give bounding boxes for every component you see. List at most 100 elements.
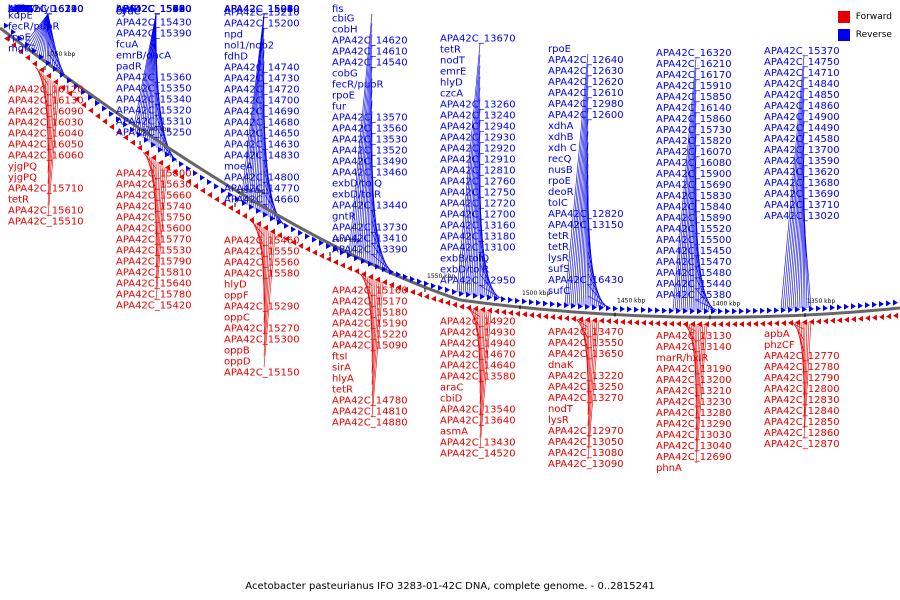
reverse-gene-label: APA42C_14490 bbox=[764, 123, 840, 134]
forward-gene-label: APA42C_15190 bbox=[332, 318, 408, 329]
forward-gene-arrow bbox=[886, 313, 891, 320]
reverse-gene-arrow bbox=[214, 183, 219, 190]
reverse-gene-arrow bbox=[774, 307, 779, 314]
reverse-gene-label: APA42C_14700 bbox=[224, 95, 300, 106]
forward-gene-arrow bbox=[494, 308, 499, 315]
forward-gene-label: APA42C_15170 bbox=[332, 296, 408, 307]
reverse-gene-label: APA42C_13390 bbox=[332, 244, 408, 255]
leader-line bbox=[155, 163, 160, 257]
forward-gene-arrow bbox=[60, 84, 65, 91]
forward-gene-label: hlyA bbox=[332, 373, 354, 384]
reverse-gene-label: APA42C_13700 bbox=[764, 145, 840, 156]
reverse-gene-arrow bbox=[263, 211, 268, 218]
gene-labels: mutSsufDclpPnifUclpXhesBlonhuAPA42C_1674… bbox=[8, 4, 840, 474]
forward-gene-label: APA42C_15780 bbox=[116, 289, 192, 300]
reverse-gene-arrow bbox=[368, 260, 373, 267]
reverse-gene-arrow bbox=[396, 271, 401, 278]
leader-line bbox=[44, 13, 49, 62]
reverse-gene-arrow bbox=[550, 301, 555, 308]
leader-line bbox=[582, 153, 589, 306]
reverse-gene-arrow bbox=[130, 126, 135, 133]
reverse-gene-arrow bbox=[445, 286, 450, 293]
leader-line bbox=[803, 321, 810, 429]
leader-line bbox=[674, 69, 697, 310]
forward-gene-arrow bbox=[424, 293, 429, 300]
forward-gene-arrow bbox=[403, 286, 408, 293]
reverse-gene-label: APA42C_13240 bbox=[440, 111, 516, 122]
reverse-gene-arrow bbox=[543, 300, 548, 307]
reverse-gene-label: APA42C_13710 bbox=[764, 200, 840, 211]
reverse-gene-label: APA42C_15340 bbox=[116, 94, 192, 105]
reverse-gene-arrow bbox=[249, 203, 254, 210]
reverse-gene-label: tetR bbox=[548, 231, 569, 242]
forward-gene-label: APA42C_13130 bbox=[656, 331, 732, 342]
reverse-gene-label: hu bbox=[8, 4, 21, 15]
forward-gene-label: APA42C_13580 bbox=[440, 372, 516, 383]
forward-gene-label: APA42C_15300 bbox=[224, 334, 300, 345]
reverse-gene-arrow bbox=[18, 35, 23, 42]
reverse-gene-label: APA42C_15490 bbox=[116, 4, 192, 15]
reverse-gene-label: APA42C_15720 bbox=[116, 4, 192, 15]
forward-gene-label: APA42C_16060 bbox=[8, 151, 84, 162]
reverse-gene-arrow bbox=[312, 236, 317, 243]
scale-tick-label: 1450 kbp bbox=[617, 298, 645, 305]
leader-line bbox=[695, 324, 708, 464]
leader-line bbox=[371, 278, 374, 363]
leader-line bbox=[138, 13, 157, 136]
reverse-gene-label: cydD bbox=[116, 4, 142, 15]
reverse-gene-label: APA42C_13100 bbox=[440, 243, 516, 254]
reverse-gene-label: APA42C_15730 bbox=[656, 125, 732, 136]
forward-gene-arrow bbox=[158, 159, 163, 166]
forward-gene-arrow bbox=[25, 54, 30, 61]
forward-gene-label: APA42C_12830 bbox=[764, 395, 840, 406]
forward-gene-arrow bbox=[711, 321, 716, 328]
reverse-gene-label: APA42C_15520 bbox=[656, 224, 732, 235]
leader-line bbox=[47, 85, 58, 206]
reverse-gene-arrow bbox=[95, 100, 100, 107]
forward-gene-label: APA42C_16130 bbox=[8, 96, 84, 107]
reverse-gene-label: fecR/pupR bbox=[8, 22, 60, 33]
reverse-gene-arrow bbox=[165, 151, 170, 158]
reverse-gene-arrow bbox=[557, 301, 562, 308]
forward-gene-arrow bbox=[130, 139, 135, 146]
reverse-gene-label: nodT bbox=[440, 56, 466, 67]
leader-line bbox=[479, 310, 492, 449]
leader-line bbox=[474, 142, 481, 295]
forward-gene-arrow bbox=[858, 315, 863, 322]
leader-line bbox=[371, 280, 378, 385]
forward-gene-label: sirA bbox=[332, 362, 351, 373]
leader-line bbox=[240, 13, 265, 202]
forward-gene-label: APA42C_15800 bbox=[116, 168, 192, 179]
leader-line bbox=[46, 76, 49, 151]
reverse-gene-label: lysR bbox=[548, 253, 569, 264]
reverse-gene-label: APA42C_15380 bbox=[656, 290, 732, 301]
legend-forward-label: Forward bbox=[855, 12, 892, 22]
leader-line bbox=[803, 221, 812, 308]
forward-gene-arrow bbox=[753, 320, 758, 327]
forward-gene-label: oppF bbox=[224, 290, 249, 301]
reverse-gene-label: APA42C_15370 bbox=[764, 46, 840, 57]
reverse-gene-label: czcC bbox=[8, 4, 31, 15]
reverse-gene-arrow bbox=[620, 305, 625, 312]
reverse-gene-arrow bbox=[634, 306, 639, 313]
forward-gene-arrow bbox=[648, 320, 653, 327]
reverse-gene-label: APA42C_13620 bbox=[764, 167, 840, 178]
leader-line bbox=[32, 13, 49, 51]
leader-line bbox=[574, 109, 589, 306]
reverse-gene-label: APA42C_15080 bbox=[224, 4, 300, 15]
reverse-gene-label: APA42C_15390 bbox=[116, 28, 192, 39]
reverse-gene-label: baf bbox=[8, 4, 24, 15]
forward-gene-arrow bbox=[242, 212, 247, 219]
reverse-gene-label: tetR bbox=[548, 242, 569, 253]
reverse-gene-arrow bbox=[270, 215, 275, 222]
forward-gene-arrow bbox=[634, 319, 639, 326]
reverse-gene-label: APA42C_13690 bbox=[764, 189, 840, 200]
reverse-gene-label: APA42C_16140 bbox=[656, 103, 732, 114]
forward-gene-arrow bbox=[669, 320, 674, 327]
forward-gene-arrow bbox=[137, 144, 142, 151]
forward-gene-arrow bbox=[620, 318, 625, 325]
leader-line bbox=[462, 76, 481, 294]
forward-gene-arrow bbox=[557, 314, 562, 321]
forward-gene-arrow bbox=[438, 297, 443, 304]
